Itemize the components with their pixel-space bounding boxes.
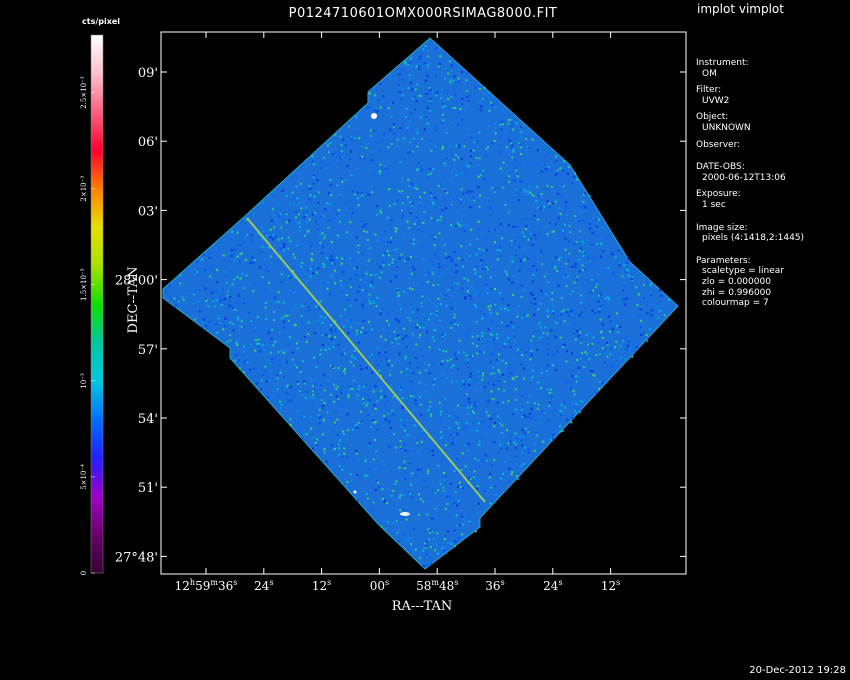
colorbar-tick-label: 1.5×10⁻³	[80, 268, 88, 301]
x-tick-label: 12h59m36s	[175, 578, 238, 593]
colorbar	[90, 34, 104, 574]
x-tick-label: 12s	[601, 578, 620, 593]
parameters-label: Parameters:	[696, 255, 751, 266]
exposure-label: Exposure:	[696, 189, 741, 200]
y-tick-label: 06'	[138, 135, 158, 150]
colorbar-tick-label: 0	[80, 571, 88, 575]
param-colourmap: colourmap = 7	[702, 298, 769, 309]
colorbar-unit-label: cts/pixel	[82, 17, 121, 26]
y-tick-label: 54'	[138, 412, 158, 427]
x-axis-label: RA---TAN	[392, 599, 453, 614]
y-tick-label: 03'	[138, 204, 158, 219]
param-scaletype: scaletype = linear	[702, 266, 785, 277]
plot-title: P0124710601OMX000RSIMAG8000.FIT	[288, 6, 558, 21]
x-tick-label: 24s	[254, 578, 273, 593]
param-zlo: zlo = 0.000000	[702, 276, 771, 287]
bright-source	[353, 490, 357, 494]
colorbar-tick-label: 2×10⁻³	[80, 176, 88, 202]
colorbar-tick-label: 2.5×10⁻³	[80, 76, 88, 109]
timestamp: 20-Dec-2012 19:28	[749, 665, 846, 676]
instrument-label: Instrument:	[696, 58, 749, 68]
y-tick-label: 27°48'	[115, 550, 158, 565]
colorbar-tick-label: 5×10⁻⁴	[80, 464, 88, 490]
object-value: UNKNOWN	[702, 122, 751, 133]
date-label: DATE-OBS:	[696, 162, 745, 173]
y-tick-label: 28°00'	[115, 274, 158, 289]
y-tick-label: 51'	[138, 481, 158, 496]
x-tick-label: 36s	[485, 578, 504, 593]
object-label: Object:	[696, 112, 729, 123]
exposure-value: 1 sec	[702, 199, 726, 210]
image-size-label: Image size:	[696, 222, 748, 233]
bright-source	[371, 113, 377, 119]
instrument-value: OM	[702, 68, 717, 79]
filter-value: UVW2	[702, 95, 730, 106]
y-axis-label: DEC--TAN	[126, 267, 141, 334]
x-tick-label: 12s	[312, 578, 331, 593]
x-tick-label: 24s	[543, 578, 562, 593]
filter-label: Filter:	[696, 85, 722, 96]
image-size-value: pixels (4:1418,2:1445)	[702, 233, 805, 244]
x-tick-label: 58m48s	[416, 578, 458, 593]
observer-label: Observer:	[696, 139, 741, 150]
y-tick-label: 57'	[138, 343, 158, 358]
param-zhi: zhi = 0.996000	[702, 287, 772, 298]
info-panel: Instrument: OM Filter: UVW2 Object: UNKN…	[696, 58, 846, 309]
bright-source	[400, 512, 410, 516]
date-value: 2000-06-12T13:06	[702, 172, 786, 183]
satellite-trail	[246, 217, 486, 503]
x-tick-label: 00s	[370, 578, 389, 593]
y-tick-label: 09'	[138, 66, 158, 81]
plot-frame	[160, 31, 687, 575]
app-title: implot vimplot	[697, 2, 784, 16]
colorbar-tick-label: 10⁻³	[80, 373, 88, 389]
